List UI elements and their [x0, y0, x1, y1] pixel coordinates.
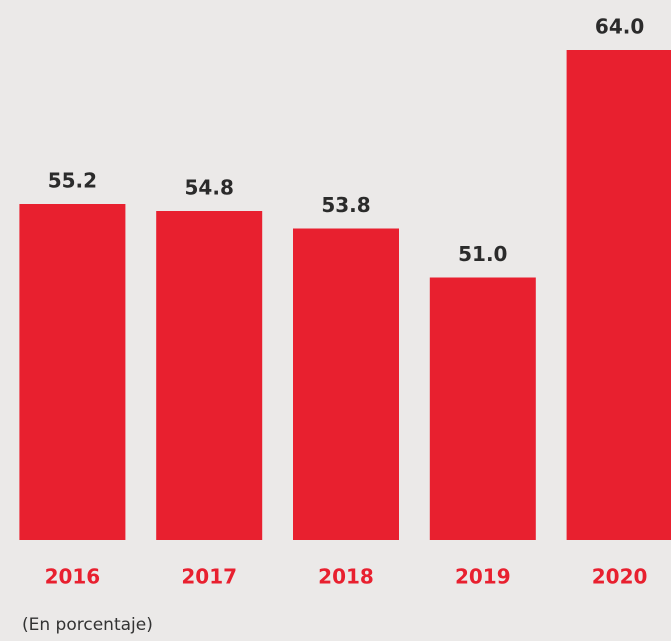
value-label: 55.2 — [48, 169, 97, 193]
bar — [19, 204, 126, 540]
value-label: 64.0 — [595, 15, 644, 39]
value-label: 51.0 — [458, 242, 507, 266]
note: (En porcentaje) — [22, 615, 153, 635]
bar — [429, 277, 536, 540]
x-tick-label: 2018 — [318, 565, 374, 589]
x-tick-label: 2020 — [592, 565, 648, 589]
x-tick-label: 2017 — [181, 565, 237, 589]
bar — [566, 50, 671, 540]
bar — [293, 228, 399, 540]
x-tick-label: 2019 — [455, 565, 511, 589]
x-tick-label: 2016 — [45, 565, 101, 589]
value-label: 53.8 — [321, 193, 370, 217]
value-label: 54.8 — [185, 176, 234, 200]
bar — [156, 211, 263, 540]
